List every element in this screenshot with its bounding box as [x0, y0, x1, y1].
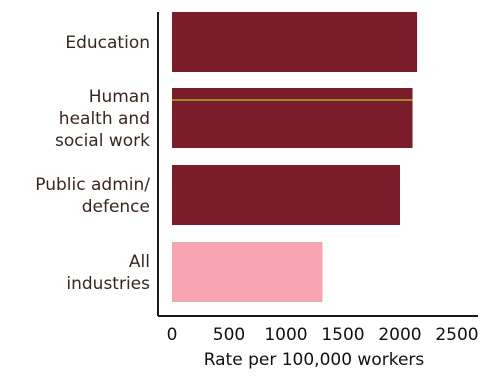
bar-3 — [172, 165, 400, 225]
x-tick-label-5: 2000 — [378, 325, 421, 345]
category-label-3-line-1: Public admin/ — [35, 175, 150, 195]
category-label-4-line-1: All — [129, 252, 150, 272]
category-label-1-line-1: Education — [65, 33, 150, 53]
bars — [172, 12, 418, 302]
category-label-3-line-2: defence — [82, 197, 150, 217]
x-tick-label-3: 1000 — [264, 325, 307, 345]
category-label-2-line-2: health and — [59, 109, 150, 129]
x-tick-label-4: 1500 — [321, 325, 364, 345]
x-tick-labels: 0 500 1000 1500 2000 2500 — [167, 325, 479, 345]
category-label-2-line-3: social work — [55, 131, 150, 151]
x-tick-label-6: 2500 — [435, 325, 478, 345]
axes — [157, 12, 478, 317]
category-label-2-line-1: Human — [89, 87, 150, 107]
x-tick-label-1: 0 — [167, 325, 178, 345]
bar-4 — [172, 242, 323, 302]
x-axis-title: Rate per 100,000 workers — [204, 350, 425, 370]
bar-1 — [172, 12, 418, 72]
x-tick-label-2: 500 — [213, 325, 245, 345]
bar-2 — [172, 88, 413, 148]
category-label-4-line-2: industries — [66, 274, 150, 294]
